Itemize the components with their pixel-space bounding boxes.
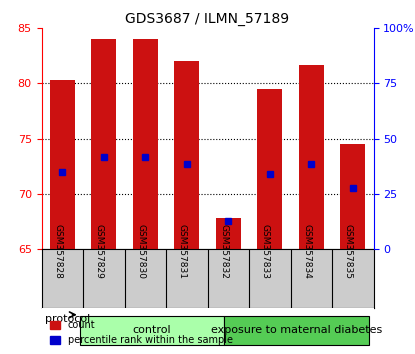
FancyBboxPatch shape bbox=[80, 315, 224, 345]
Title: GDS3687 / ILMN_57189: GDS3687 / ILMN_57189 bbox=[125, 12, 290, 26]
Bar bbox=[91, 39, 116, 249]
Bar bbox=[340, 144, 365, 249]
Text: GSM357831: GSM357831 bbox=[178, 224, 187, 279]
Legend: count, percentile rank within the sample: count, percentile rank within the sample bbox=[46, 316, 237, 349]
Text: protocol: protocol bbox=[45, 314, 90, 324]
Text: GSM357835: GSM357835 bbox=[344, 224, 353, 279]
Text: control: control bbox=[132, 325, 171, 336]
Text: GSM357828: GSM357828 bbox=[53, 224, 62, 279]
Text: GSM357833: GSM357833 bbox=[261, 224, 270, 279]
Bar bbox=[133, 39, 158, 249]
FancyBboxPatch shape bbox=[224, 315, 369, 345]
Text: GSM357829: GSM357829 bbox=[95, 224, 104, 279]
Bar bbox=[299, 65, 324, 249]
Bar bbox=[257, 89, 282, 249]
Bar bbox=[174, 61, 199, 249]
Text: GSM357832: GSM357832 bbox=[219, 224, 228, 279]
Text: GSM357830: GSM357830 bbox=[136, 224, 145, 279]
Text: exposure to maternal diabetes: exposure to maternal diabetes bbox=[211, 325, 382, 336]
Bar bbox=[216, 218, 241, 249]
Text: GSM357834: GSM357834 bbox=[302, 224, 311, 279]
Bar bbox=[50, 80, 75, 249]
